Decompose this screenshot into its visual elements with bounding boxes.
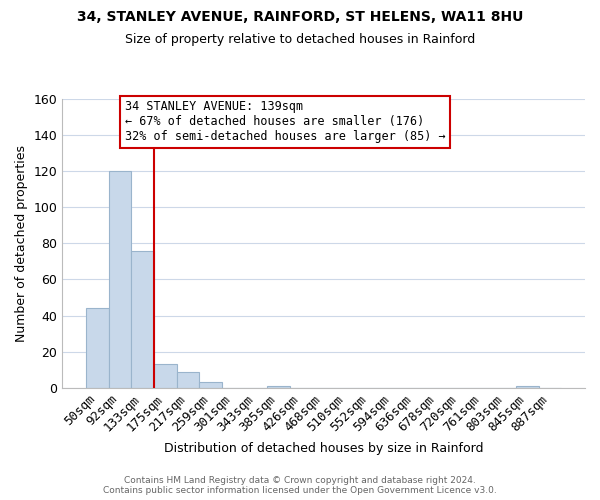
Bar bbox=[154, 364, 176, 388]
Bar bbox=[199, 382, 222, 388]
Text: 34, STANLEY AVENUE, RAINFORD, ST HELENS, WA11 8HU: 34, STANLEY AVENUE, RAINFORD, ST HELENS,… bbox=[77, 10, 523, 24]
Bar bbox=[109, 171, 131, 388]
Y-axis label: Number of detached properties: Number of detached properties bbox=[15, 145, 28, 342]
Bar bbox=[86, 308, 109, 388]
Text: Size of property relative to detached houses in Rainford: Size of property relative to detached ho… bbox=[125, 32, 475, 46]
Bar bbox=[267, 386, 290, 388]
Bar bbox=[176, 372, 199, 388]
Text: 34 STANLEY AVENUE: 139sqm
← 67% of detached houses are smaller (176)
32% of semi: 34 STANLEY AVENUE: 139sqm ← 67% of detac… bbox=[125, 100, 446, 144]
Bar bbox=[516, 386, 539, 388]
Bar bbox=[131, 250, 154, 388]
X-axis label: Distribution of detached houses by size in Rainford: Distribution of detached houses by size … bbox=[164, 442, 484, 455]
Text: Contains HM Land Registry data © Crown copyright and database right 2024.
Contai: Contains HM Land Registry data © Crown c… bbox=[103, 476, 497, 495]
